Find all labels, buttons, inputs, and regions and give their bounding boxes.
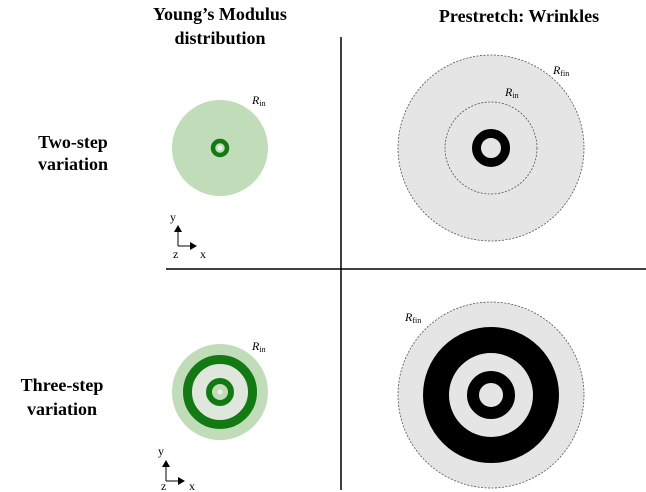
ring <box>210 138 230 158</box>
text-part: fin <box>412 316 421 325</box>
dot <box>217 389 223 395</box>
header-left-2: distribution <box>174 28 265 48</box>
row-label: variation <box>38 154 108 174</box>
text-part: in <box>512 91 518 100</box>
text-part: in <box>259 99 265 108</box>
row-label: Two-step <box>38 132 108 152</box>
axis-label: x <box>200 247 206 261</box>
text-part: fin <box>560 69 569 78</box>
text-part: in <box>259 345 265 354</box>
text-part: R <box>504 85 513 99</box>
ring <box>472 129 510 167</box>
r-label: Rin <box>251 93 266 108</box>
text-part: R <box>251 339 260 353</box>
r-label: Rin <box>251 339 266 354</box>
r-label: Rfin <box>404 310 421 325</box>
ring <box>467 371 515 419</box>
text-part: R <box>404 310 413 324</box>
r-label: Rin <box>504 85 519 100</box>
axis-label: z <box>173 247 178 261</box>
axis-label: z <box>161 479 166 492</box>
dot <box>217 145 223 151</box>
row-label: Three-step <box>21 375 104 395</box>
axis-label: y <box>158 444 164 458</box>
row-label: variation <box>27 399 97 419</box>
header-right: Prestretch: Wrinkles <box>439 6 599 26</box>
r-label: Rfin <box>552 63 569 78</box>
dashed-circle <box>444 101 538 195</box>
header-left-1: Young’s Modulus <box>153 4 287 24</box>
axis-label: y <box>170 210 176 224</box>
axis-label: x <box>189 479 195 492</box>
disk <box>397 54 585 242</box>
text-part: R <box>251 93 260 107</box>
ring <box>423 327 559 463</box>
text-part: R <box>552 63 561 77</box>
